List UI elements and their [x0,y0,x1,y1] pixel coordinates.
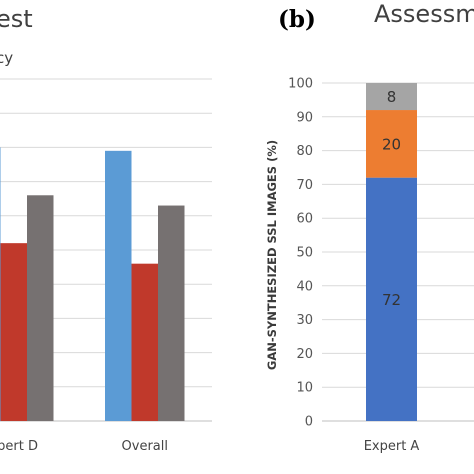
stacked-segment-3 [366,83,417,111]
y-tick-label: 50 [296,246,313,261]
bar-overall-series-3 [158,205,185,421]
y-tick-label: 70 [296,178,313,193]
panel-label-b: (b) [278,6,316,33]
stacked-segment-1 [366,177,417,421]
y-tick-label: 0 [305,415,313,430]
bar-xpert-d-series-2 [0,243,27,421]
stacked-segment-2 [366,110,417,178]
category-label: Expert A [364,439,420,454]
y-tick-label: 100 [288,77,313,92]
right-chart-panel: (b) Assessm GAN-SYNTHESIZED SSL IMAGES (… [265,0,474,454]
segment-value-label: 20 [382,135,401,153]
category-label: xpert D [0,439,38,454]
left-chart-subtitle: cy [0,49,13,67]
bar-xpert-d-series-3 [27,195,54,421]
bar-xpert-d-series-1 [0,147,1,421]
y-tick-label: 30 [296,313,313,328]
segment-value-label: 72 [382,291,401,309]
y-tick-label: 60 [296,212,313,227]
bar-overall-series-2 [131,263,158,421]
right-chart-title: Assessm [374,0,474,28]
left-chart-panel: est cy xpert D Overall [0,5,212,454]
left-chart-title: est [0,5,33,33]
category-label: Overall [122,439,168,454]
y-tick-label: 10 [296,381,313,396]
y-tick-label: 80 [296,144,313,159]
y-tick-label: 90 [296,110,313,125]
y-tick-label: 40 [296,279,313,294]
segment-value-label: 8 [387,88,397,106]
bar-overall-series-1 [105,150,132,421]
y-tick-label: 20 [296,347,313,362]
y-axis-label: GAN-SYNTHESIZED SSL IMAGES (%) [265,140,279,370]
